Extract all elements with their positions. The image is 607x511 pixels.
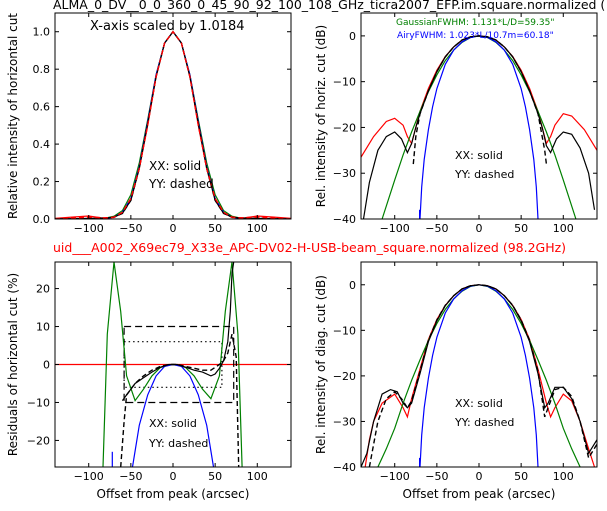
top-left-ytick-label: 0.6: [33, 101, 51, 114]
bottom-left-plot-area: [55, 262, 291, 467]
figure-mid-title: uid___A002_X69ec79_X33e_APC-DV02-H-USB-b…: [53, 240, 566, 255]
bottom-left-series-6: [121, 262, 235, 401]
bottom-left-ytick-label: −10: [27, 396, 50, 409]
bottom-left-xlabel: Offset from peak (arcsec): [97, 487, 250, 501]
bottom-left-xtick-label: −100: [74, 470, 104, 483]
bottom-right-ytick-label: −30: [333, 415, 356, 428]
bl-legend-xx: XX: solid: [149, 417, 197, 430]
bottom-right-ytick-label: 0: [349, 279, 356, 292]
top-left-xtick-label: −50: [119, 222, 142, 235]
bl-legend-yy: YY: dashed: [148, 437, 208, 450]
bottom-left-series-7: [120, 333, 240, 467]
tl-legend-yy: YY: dashed: [148, 177, 214, 191]
bottom-right-ytick-label: −40: [333, 461, 356, 474]
top-right-plot-area: [361, 35, 597, 219]
top-left-ytick-label: 0.4: [33, 138, 51, 151]
bottom-left-xtick-label: 0: [170, 470, 177, 483]
bottom-right-xtick-label: 0: [476, 470, 483, 483]
bottom-left-ytick-label: 0: [43, 359, 50, 372]
top-right-xtick-label: −100: [380, 222, 410, 235]
tl-legend-xx: XX: solid: [149, 159, 201, 173]
bottom-left-series-4: [131, 363, 215, 467]
bottom-left-series-1: [123, 325, 235, 404]
top-left-plot-area: [55, 30, 291, 219]
top-left-ylabel: Relative intensity of horizontal cut: [6, 13, 20, 219]
top-right-ytick-label: 0: [349, 30, 356, 43]
bottom-right-ytick-label: −10: [333, 324, 356, 337]
scale-annotation: X-axis scaled by 1.0184: [90, 19, 245, 34]
bottom-left-ylabel: Residuals of horizontal cut (%): [6, 273, 20, 456]
top-right-xtick-label: 50: [514, 222, 528, 235]
bottom-left-ytick-label: 10: [36, 321, 50, 334]
tr-legend-xx: XX: solid: [455, 149, 503, 162]
bottom-right-series-4: [361, 284, 597, 467]
top-left-series-5: [55, 30, 291, 219]
panel-top-left: −100 −50 0 50 100 0.0 0.2 0.4 0.6 0.8 1.0 Relative …: [6, 12, 292, 235]
bottom-right-xtick-label: −100: [380, 470, 410, 483]
bottom-left-xtick-label: −50: [119, 470, 142, 483]
top-right-ytick-label: −10: [333, 76, 356, 89]
bottom-right-xlabel: Offset from peak (arcsec): [403, 487, 556, 501]
bottom-left-ytick-label: −20: [27, 434, 50, 447]
top-left-xtick-label: 50: [208, 222, 222, 235]
top-right-series-5: [412, 35, 548, 165]
bottom-right-series-0: [364, 284, 596, 467]
bottom-right-ylabel: Rel. intensity of diag. cut (dB): [314, 275, 328, 454]
bottom-right-xtick-label: 100: [553, 470, 574, 483]
top-left-ytick-label: 1.0: [33, 26, 51, 39]
top-right-series-0: [361, 35, 597, 158]
top-right-ytick-label: −20: [333, 121, 356, 134]
bottom-left-ytick-label: 20: [36, 283, 50, 296]
top-right-xtick-label: 100: [553, 222, 574, 235]
bottom-right-plot-area: [361, 284, 597, 467]
top-left-ytick-label: 0.8: [33, 63, 51, 76]
bottom-right-ytick-label: −20: [333, 370, 356, 383]
bottom-right-frame: [360, 261, 598, 468]
top-right-series-4: [362, 35, 596, 219]
bottom-left-xtick-label: 100: [247, 470, 268, 483]
bottom-right-series-5: [368, 284, 597, 467]
bottom-right-xtick-label: −50: [425, 470, 448, 483]
top-right-xtick-label: 0: [476, 222, 483, 235]
tr-legend-yy: YY: dashed: [454, 168, 514, 181]
fwhm-airy-label: AiryFWHM: 1.023*L/10.7m=60.18": [397, 31, 554, 41]
top-right-ylabel: Rel. intensity of horiz. cut (dB): [314, 25, 328, 207]
top-right-xtick-label: −50: [425, 222, 448, 235]
top-left-ytick-label: 0.2: [33, 176, 51, 189]
top-left-xtick-label: −100: [74, 222, 104, 235]
top-right-ytick-label: −30: [333, 167, 356, 180]
br-legend-xx: XX: solid: [455, 397, 503, 410]
fwhm-gaussian-label: GaussianFWHM: 1.131*L/D=59.35": [396, 18, 554, 28]
figure-top-title: ALMA_0_DV__0_0_360_0_45_90_92_100_108_GH…: [53, 0, 605, 12]
bottom-right-series-2: [419, 284, 539, 467]
top-right-series-1: [381, 35, 577, 219]
bottom-left-xtick-label: 50: [208, 470, 222, 483]
top-left-xtick-label: 100: [247, 222, 268, 235]
bottom-right-series-1: [377, 284, 581, 467]
top-right-ytick-label: −40: [333, 213, 356, 226]
bottom-right-xtick-label: 50: [514, 470, 528, 483]
top-right-series-2: [419, 35, 539, 219]
top-left-xtick-label: 0: [170, 222, 177, 235]
top-left-ytick-label: 0.0: [33, 213, 51, 226]
br-legend-yy: YY: dashed: [454, 416, 514, 429]
